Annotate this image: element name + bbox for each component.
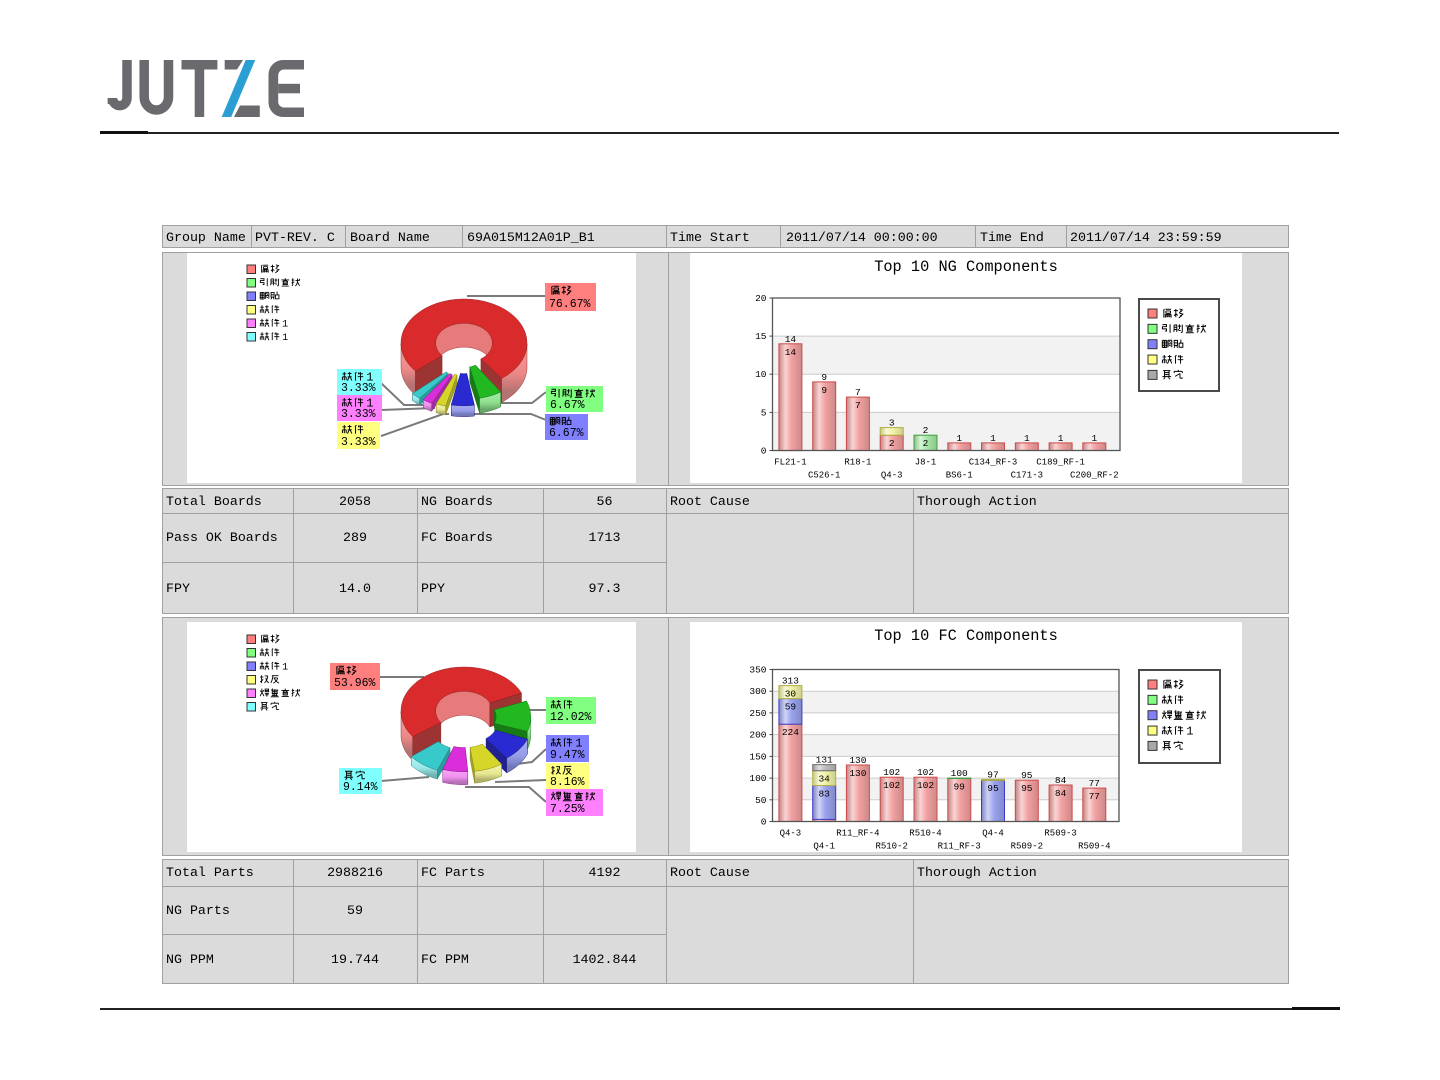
svg-text:300: 300: [749, 686, 766, 697]
svg-text:150: 150: [749, 751, 766, 762]
svg-text:76.67%: 76.67%: [549, 298, 591, 311]
svg-text:15: 15: [755, 331, 767, 342]
svg-text:1: 1: [366, 371, 373, 385]
svg-text:1: 1: [1024, 433, 1030, 444]
svg-text:7: 7: [855, 400, 861, 411]
svg-text:1: 1: [282, 663, 288, 674]
svg-text:C526-1: C526-1: [808, 471, 840, 481]
svg-text:84: 84: [1055, 775, 1067, 786]
svg-text:0: 0: [761, 446, 767, 457]
svg-text:9: 9: [821, 385, 827, 396]
svg-text:C171-3: C171-3: [1011, 471, 1043, 481]
svg-text:FL21-1: FL21-1: [774, 458, 806, 468]
svg-text:Q4-1: Q4-1: [813, 842, 835, 852]
svg-text:1: 1: [575, 737, 582, 751]
svg-text:BS6-1: BS6-1: [946, 471, 973, 481]
svg-text:100: 100: [951, 768, 968, 779]
svg-text:53.96%: 53.96%: [334, 677, 376, 690]
svg-text:1: 1: [1058, 433, 1064, 444]
svg-text:8.16%: 8.16%: [550, 776, 585, 789]
svg-text:77: 77: [1089, 791, 1100, 802]
svg-text:102: 102: [917, 767, 934, 778]
svg-text:J8-1: J8-1: [915, 458, 937, 468]
svg-text:1: 1: [1186, 725, 1193, 739]
svg-text:34: 34: [818, 774, 830, 785]
svg-text:Q4-3: Q4-3: [780, 829, 802, 839]
svg-text:0: 0: [761, 817, 767, 828]
svg-text:313: 313: [782, 676, 799, 687]
svg-text:102: 102: [883, 767, 900, 778]
svg-text:14: 14: [785, 334, 797, 345]
svg-text:R18-1: R18-1: [844, 458, 871, 468]
svg-text:7.25%: 7.25%: [550, 803, 585, 816]
svg-text:7: 7: [855, 387, 861, 398]
svg-text:250: 250: [749, 708, 766, 719]
svg-text:20: 20: [755, 293, 767, 304]
svg-text:100: 100: [749, 773, 766, 784]
svg-text:R510-4: R510-4: [909, 829, 941, 839]
svg-text:1: 1: [1091, 433, 1097, 444]
svg-text:9.14%: 9.14%: [343, 781, 378, 794]
svg-text:R11_RF-3: R11_RF-3: [938, 842, 981, 852]
svg-text:1: 1: [282, 333, 288, 344]
svg-text:1: 1: [282, 320, 288, 331]
svg-text:6.67%: 6.67%: [549, 427, 584, 440]
svg-text:C200_RF-2: C200_RF-2: [1070, 471, 1119, 481]
svg-text:R509-2: R509-2: [1011, 842, 1043, 852]
svg-text:83: 83: [818, 789, 830, 800]
svg-text:50: 50: [755, 795, 767, 806]
svg-text:14: 14: [785, 347, 797, 358]
svg-text:1: 1: [956, 433, 962, 444]
svg-text:224: 224: [782, 727, 799, 738]
svg-text:6.67%: 6.67%: [550, 399, 585, 412]
svg-text:9: 9: [821, 372, 827, 383]
svg-text:3.33%: 3.33%: [341, 436, 376, 449]
svg-text:2: 2: [923, 425, 929, 436]
svg-text:102: 102: [883, 780, 900, 791]
svg-text:131: 131: [816, 755, 833, 766]
svg-text:9.47%: 9.47%: [550, 749, 585, 762]
svg-text:Q4-3: Q4-3: [881, 471, 903, 481]
svg-text:R509-4: R509-4: [1078, 842, 1110, 852]
svg-text:10: 10: [755, 369, 767, 380]
svg-text:R509-3: R509-3: [1044, 829, 1076, 839]
svg-text:C134_RF-3: C134_RF-3: [969, 458, 1018, 468]
svg-text:R510-2: R510-2: [875, 842, 907, 852]
svg-text:130: 130: [849, 755, 866, 766]
svg-text:59: 59: [785, 702, 797, 713]
svg-text:3: 3: [889, 418, 895, 429]
svg-text:95: 95: [1021, 770, 1033, 781]
svg-text:2: 2: [889, 438, 895, 449]
svg-text:30: 30: [785, 689, 797, 700]
svg-text:2: 2: [923, 438, 929, 449]
svg-text:95: 95: [1021, 783, 1033, 794]
svg-text:R11_RF-4: R11_RF-4: [836, 829, 879, 839]
svg-text:Top 10 FC Components: Top 10 FC Components: [874, 627, 1058, 645]
svg-text:99: 99: [953, 782, 965, 793]
svg-text:Q4-4: Q4-4: [982, 829, 1004, 839]
svg-text:130: 130: [849, 768, 866, 779]
svg-text:77: 77: [1089, 778, 1100, 789]
svg-text:5: 5: [761, 407, 767, 418]
svg-text:95: 95: [987, 783, 999, 794]
svg-text:200: 200: [749, 730, 766, 741]
svg-text:97: 97: [987, 769, 998, 780]
svg-text:Top 10 NG Components: Top 10 NG Components: [874, 258, 1058, 276]
svg-text:3.33%: 3.33%: [341, 408, 376, 421]
svg-text:1: 1: [366, 397, 373, 411]
svg-text:84: 84: [1055, 788, 1067, 799]
svg-text:12.02%: 12.02%: [550, 711, 592, 724]
svg-text:350: 350: [749, 665, 766, 676]
svg-text:3.33%: 3.33%: [341, 382, 376, 395]
svg-text:1: 1: [990, 433, 996, 444]
svg-text:102: 102: [917, 780, 934, 791]
svg-text:C189_RF-1: C189_RF-1: [1036, 458, 1085, 468]
